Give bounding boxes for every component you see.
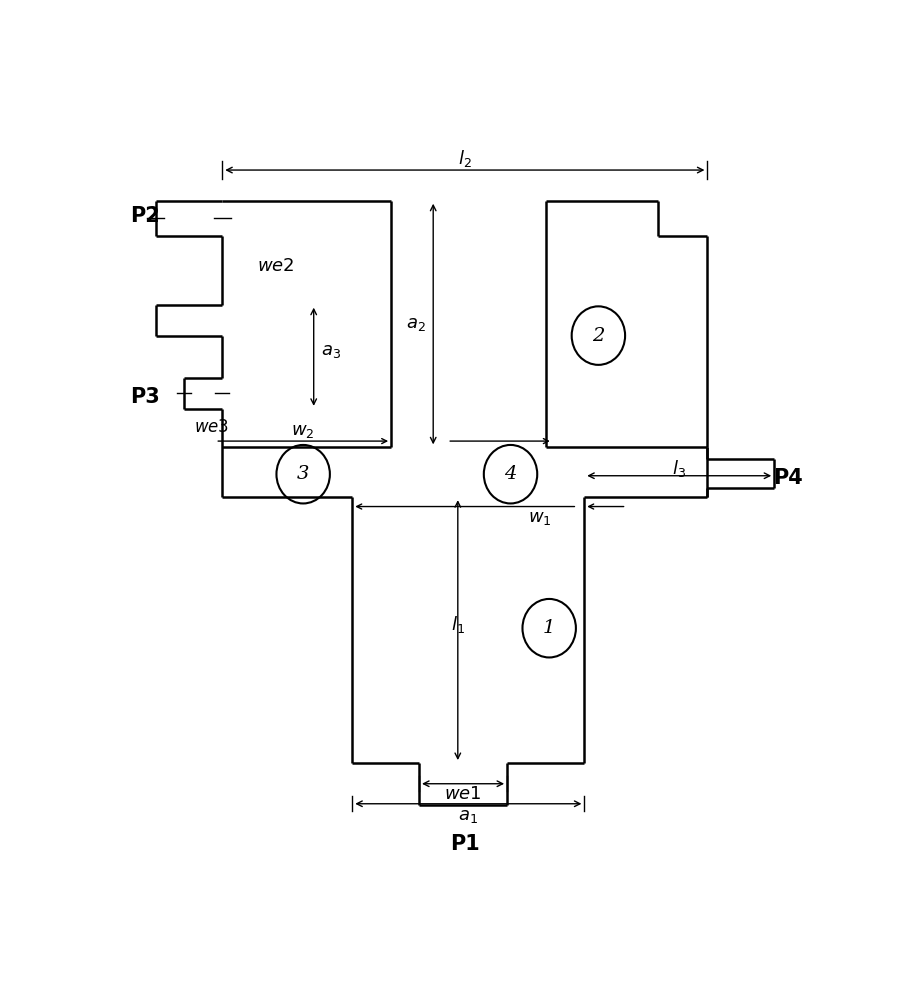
Text: $l_2$: $l_2$: [458, 148, 472, 169]
Text: 4: 4: [504, 465, 517, 483]
Text: $we3$: $we3$: [194, 420, 229, 436]
Text: $a_1$: $a_1$: [458, 807, 478, 825]
Text: P1: P1: [450, 834, 480, 854]
Text: $w_1$: $w_1$: [528, 509, 551, 527]
Text: $l_1$: $l_1$: [451, 614, 464, 635]
Text: $we2$: $we2$: [258, 257, 295, 275]
Text: P2: P2: [130, 206, 160, 226]
Text: 1: 1: [543, 619, 555, 637]
Text: 2: 2: [592, 327, 605, 345]
Text: P3: P3: [130, 387, 160, 407]
Text: $we1$: $we1$: [444, 785, 482, 803]
Text: $a_2$: $a_2$: [405, 315, 425, 333]
Text: 3: 3: [297, 465, 309, 483]
Text: P4: P4: [774, 468, 803, 488]
Text: $a_3$: $a_3$: [321, 342, 341, 360]
Text: $l_3$: $l_3$: [672, 458, 687, 479]
Text: $w_2$: $w_2$: [291, 422, 315, 440]
